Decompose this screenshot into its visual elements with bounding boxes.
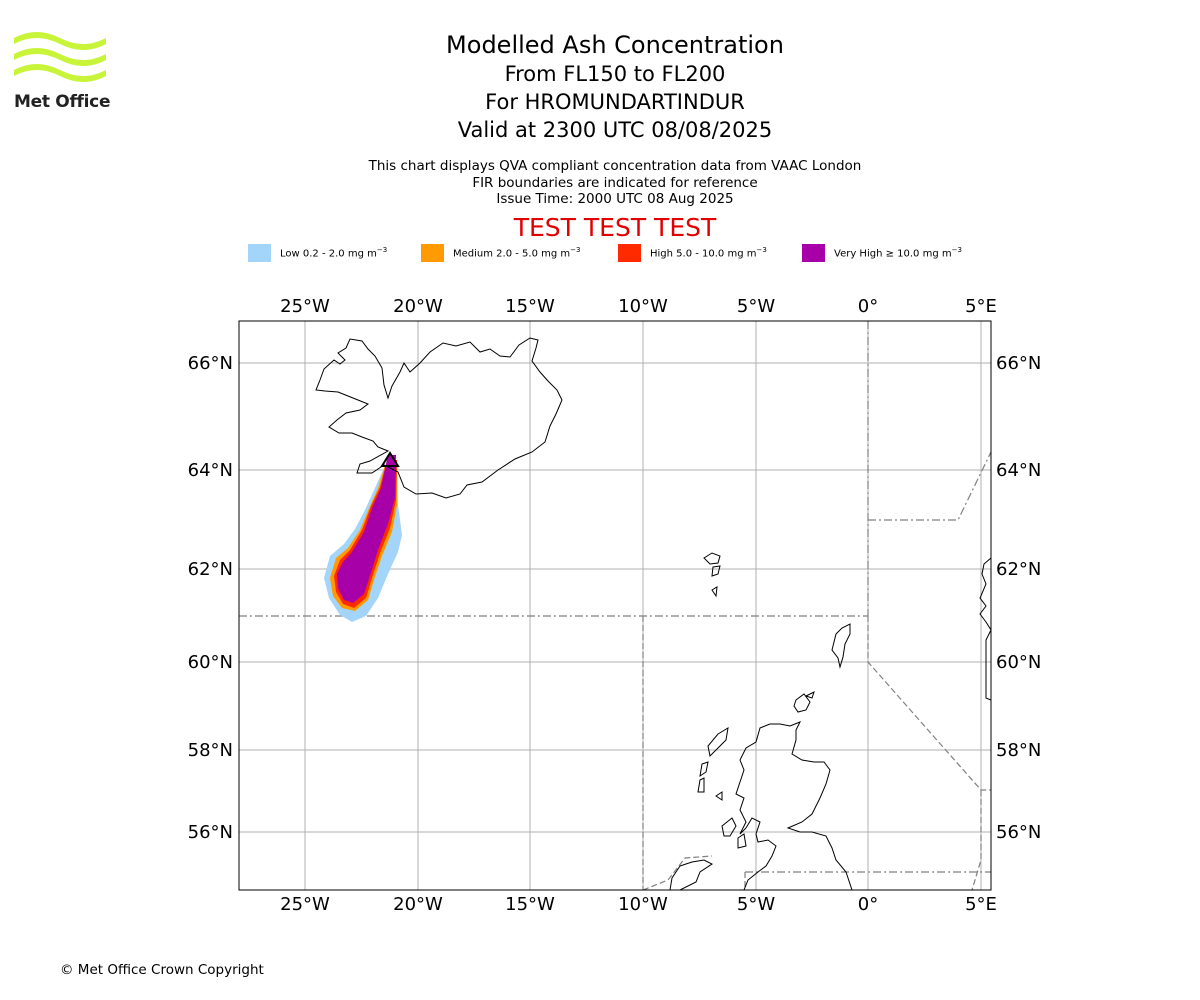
flight-level-range: From FL150 to FL200	[504, 62, 726, 86]
coastline-faroe-islands	[703, 552, 721, 598]
fir-boundary-north-sea	[971, 790, 982, 890]
lon-label-top-5w: 5°W	[737, 296, 775, 317]
legend-swatch-high	[618, 244, 641, 262]
legend-swatch-very-high	[802, 244, 825, 262]
lat-label-left-66n: 66°N	[188, 353, 233, 374]
lat-labels-right: 66°N 64°N 62°N 60°N 58°N 56°N	[996, 353, 1041, 843]
lat-label-left-62n: 62°N	[188, 559, 233, 580]
met-office-waves-icon	[14, 32, 106, 82]
met-office-logo: Met Office	[14, 30, 110, 112]
lat-label-right-56n: 56°N	[996, 822, 1041, 843]
lon-label-bottom-0: 0°	[858, 894, 878, 915]
coastline-hebrides	[697, 727, 747, 849]
lat-label-right-62n: 62°N	[996, 559, 1041, 580]
lon-label-bottom-5e: 5°E	[965, 894, 997, 915]
legend-item-medium: Medium 2.0 - 5.0 mg m−3	[421, 244, 580, 262]
lon-label-top-20w: 20°W	[393, 296, 443, 317]
coastlines	[315, 337, 853, 890]
test-banner: TEST TEST TEST	[513, 213, 717, 242]
legend-item-low: Low 0.2 - 2.0 mg m−3	[248, 244, 387, 262]
lon-label-top-10w: 10°W	[618, 296, 668, 317]
lon-labels-top: 25°W 20°W 15°W 10°W 5°W 0° 5°E	[280, 296, 997, 317]
legend-swatch-medium	[421, 244, 444, 262]
met-office-wordmark: Met Office	[14, 92, 111, 112]
info-line-source: This chart displays QVA compliant concen…	[368, 158, 862, 174]
chart-info: This chart displays QVA compliant concen…	[0, 158, 1200, 208]
legend-label-low: Low 0.2 - 2.0 mg m−3	[280, 246, 388, 260]
coastline-iceland	[315, 337, 563, 499]
lon-label-bottom-20w: 20°W	[393, 894, 443, 915]
legend-label-high: High 5.0 - 10.0 mg m−3	[650, 246, 767, 260]
legend-item-very-high: Very High ≥ 10.0 mg m−3	[802, 244, 962, 262]
fir-boundary-scottish-east	[867, 616, 991, 791]
lat-label-right-58n: 58°N	[996, 740, 1041, 761]
lon-label-top-25w: 25°W	[280, 296, 330, 317]
chart-title: Modelled Ash Concentration	[446, 31, 784, 59]
lon-label-bottom-25w: 25°W	[280, 894, 330, 915]
chart-title-block: Modelled Ash Concentration From FL150 to…	[0, 30, 1200, 144]
map-frame	[238, 320, 992, 891]
map-content	[239, 321, 991, 890]
valid-time: Valid at 2300 UTC 08/08/2025	[457, 118, 773, 142]
lat-label-left-64n: 64°N	[188, 460, 233, 481]
coastline-orkney	[793, 691, 815, 713]
lat-label-left-60n: 60°N	[188, 652, 233, 673]
lon-label-top-0: 0°	[858, 296, 878, 317]
lat-label-right-64n: 64°N	[996, 460, 1041, 481]
lon-labels-bottom: 25°W 20°W 15°W 10°W 5°W 0° 5°E	[280, 894, 997, 915]
lat-label-right-60n: 60°N	[996, 652, 1041, 673]
info-line-issue-time: Issue Time: 2000 UTC 08 Aug 2025	[496, 191, 734, 207]
fir-boundaries	[239, 321, 991, 890]
lon-label-bottom-10w: 10°W	[618, 894, 668, 915]
lon-label-bottom-15w: 15°W	[505, 894, 555, 915]
lon-label-top-5e: 5°E	[965, 296, 997, 317]
lon-label-bottom-5w: 5°W	[737, 894, 775, 915]
ash-plume	[324, 455, 402, 622]
coastline-norway	[979, 557, 991, 701]
volcano-marker-icon	[380, 451, 400, 467]
ash-plume-very-high	[337, 455, 396, 603]
lat-label-right-66n: 66°N	[996, 353, 1041, 374]
copyright-notice: © Met Office Crown Copyright	[60, 962, 264, 978]
coastline-scotland	[735, 721, 853, 890]
legend-label-medium: Medium 2.0 - 5.0 mg m−3	[453, 246, 581, 260]
legend-label-very-high: Very High ≥ 10.0 mg m−3	[834, 246, 962, 260]
lat-label-left-56n: 56°N	[188, 822, 233, 843]
fir-boundary-ireland	[642, 855, 713, 890]
info-line-fir: FIR boundaries are indicated for referen…	[472, 174, 758, 191]
volcano-name: For HROMUNDARTINDUR	[485, 90, 745, 114]
fir-boundary-norway	[868, 451, 991, 521]
legend-item-high: High 5.0 - 10.0 mg m−3	[618, 244, 767, 262]
lat-labels-left: 66°N 64°N 62°N 60°N 58°N 56°N	[188, 353, 233, 843]
lon-label-top-15w: 15°W	[505, 296, 555, 317]
lat-label-left-58n: 58°N	[188, 740, 233, 761]
legend-swatch-low	[248, 244, 271, 262]
coastline-northern-ireland	[669, 859, 713, 890]
coastline-shetland	[831, 623, 851, 669]
